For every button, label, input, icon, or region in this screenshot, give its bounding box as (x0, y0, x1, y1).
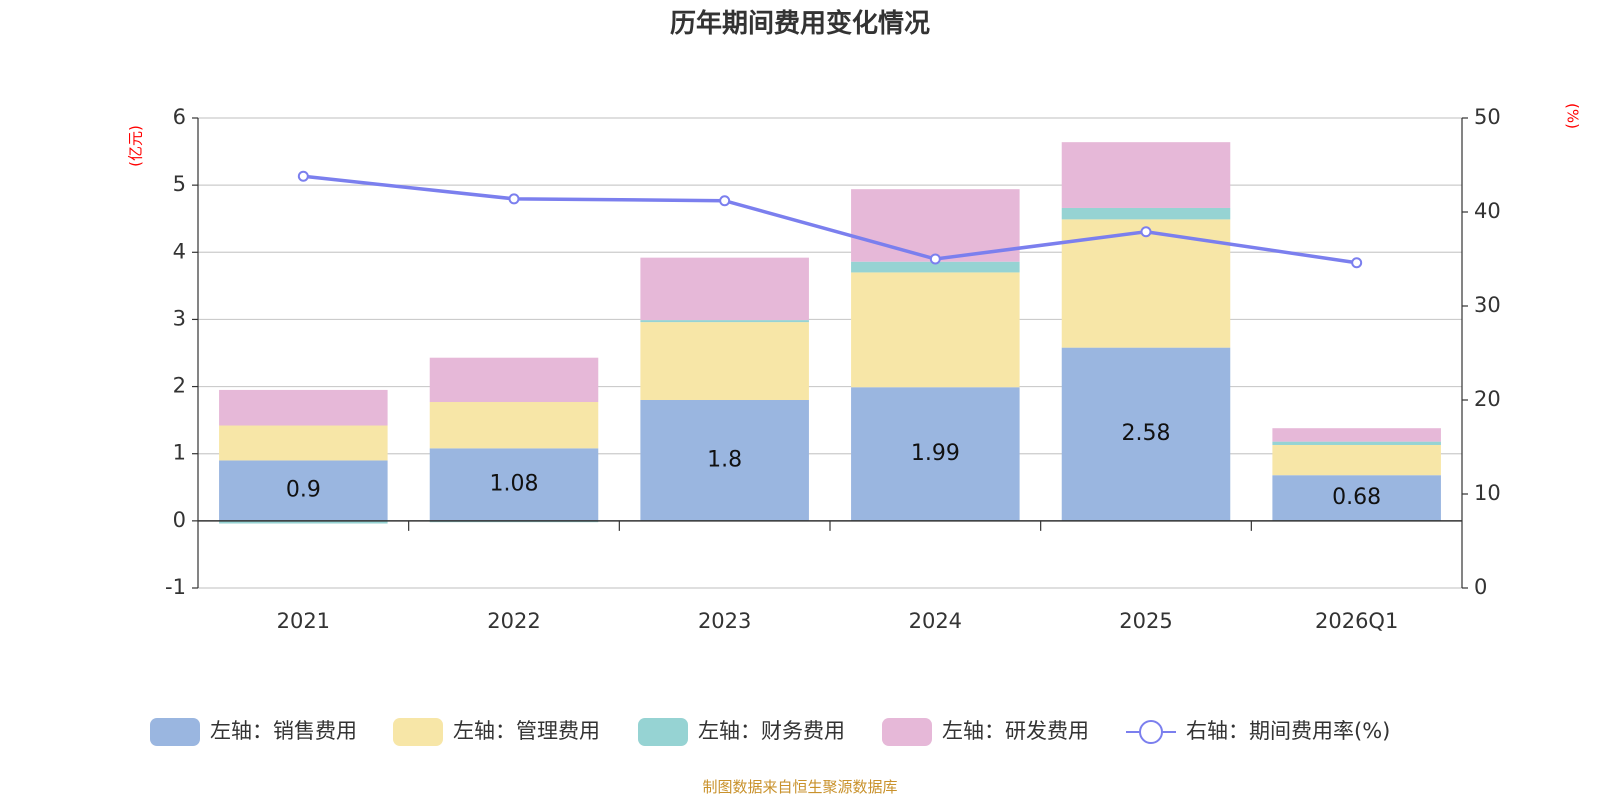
x-axis-category-label: 2023 (698, 609, 751, 633)
expense-rate-point (1140, 226, 1152, 238)
expense-rate-line (297, 170, 1363, 269)
chart-title: 历年期间费用变化情况 (670, 8, 930, 39)
data-label: 1.8 (707, 447, 742, 472)
legend-label: 左轴：研发费用 (942, 719, 1089, 743)
bar-左轴-财务费用-2024 (851, 261, 1020, 273)
source-note: 制图数据来自恒生聚源数据库 (702, 778, 897, 796)
left-axis-tick-label: 4 (173, 239, 186, 263)
bar-左轴-管理费用-2023 (640, 322, 809, 400)
bar-左轴-财务费用-2021 (219, 520, 388, 524)
bar-左轴-研发费用-2026Q1 (1272, 428, 1441, 442)
bar-左轴-研发费用-2021 (219, 389, 388, 426)
legend-swatch (882, 718, 932, 746)
legend-label: 左轴：财务费用 (698, 719, 845, 743)
left-axis-tick-label: 6 (173, 105, 186, 129)
bar-左轴-销售费用-2022 (429, 448, 599, 521)
right-axis-tick-label: 50 (1474, 105, 1501, 129)
left-axis-tick-label: 1 (173, 441, 186, 465)
legend-label: 右轴：期间费用率(%) (1186, 719, 1390, 743)
legend-swatch (638, 718, 688, 746)
right-axis-tick-label: 10 (1474, 481, 1501, 505)
right-axis-tick-label: 30 (1474, 293, 1501, 317)
bar-左轴-研发费用-2024 (851, 189, 1020, 262)
expense-rate-point (508, 193, 520, 205)
right-axis-tick-label: 20 (1474, 387, 1501, 411)
legend-swatch (150, 718, 200, 746)
x-axis-category-label: 2024 (909, 609, 962, 633)
bar-左轴-财务费用-2025 (1061, 207, 1231, 220)
bar-左轴-财务费用-2023 (640, 320, 809, 323)
expense-rate-point (719, 195, 731, 207)
bar-左轴-管理费用-2024 (851, 272, 1020, 388)
data-label: 1.99 (911, 441, 960, 466)
bar-左轴-财务费用-2026Q1 (1272, 441, 1441, 445)
bar-左轴-管理费用-2026Q1 (1272, 444, 1441, 476)
data-labels: 0.9 1.08 1.8 1.99 2.58 0.68 (286, 421, 1381, 510)
legend-marker (1139, 720, 1163, 744)
legend-label: 左轴：销售费用 (210, 719, 357, 743)
data-label: 0.9 (286, 478, 321, 503)
axes: -1 0 1 2 3 4 5 6 0 10 20 30 40 50 2021 2022 2023 2024 2025… (165, 105, 1501, 633)
legend-label: 左轴：管理费用 (453, 719, 600, 743)
data-label: 1.08 (490, 472, 539, 497)
left-axis-tick-label: 5 (173, 172, 186, 196)
bar-左轴-销售费用-2025 (1061, 347, 1231, 521)
legend: 左轴：销售费用 左轴：管理费用 左轴：财务费用 左轴：研发费用 右轴：期间费用率(%) (150, 718, 1390, 746)
left-axis-tick-label: -1 (165, 575, 186, 599)
bar-左轴-销售费用-2023 (640, 400, 809, 521)
expense-rate-point (297, 170, 309, 182)
bar-左轴-销售费用-2024 (851, 387, 1020, 521)
legend-swatch (393, 718, 443, 746)
expense-rate-polyline (303, 174, 1357, 265)
expense-rate-point (1351, 257, 1363, 269)
x-axis-category-label: 2022 (487, 609, 540, 633)
data-label: 0.68 (1332, 485, 1381, 510)
x-axis-category-label: 2025 (1119, 609, 1172, 633)
left-axis-tick-label: 3 (173, 306, 186, 330)
bar-左轴-研发费用-2023 (640, 257, 809, 321)
bars (219, 142, 1441, 524)
right-axis-tick-label: 40 (1474, 199, 1501, 223)
x-axis-category-label: 2026Q1 (1315, 609, 1398, 633)
gridlines (198, 117, 1462, 589)
bar-左轴-管理费用-2021 (219, 425, 388, 461)
x-axis-category-label: 2021 (277, 609, 330, 633)
right-axis-tick-label: 0 (1474, 575, 1487, 599)
left-axis-tick-label: 0 (173, 508, 186, 532)
bar-左轴-销售费用-2021 (219, 460, 388, 521)
bar-左轴-研发费用-2022 (429, 357, 599, 403)
data-label: 2.58 (1122, 421, 1171, 446)
bar-左轴-研发费用-2025 (1061, 142, 1231, 208)
left-axis-tick-label: 2 (173, 374, 186, 398)
bar-左轴-销售费用-2026Q1 (1272, 475, 1441, 521)
bar-左轴-管理费用-2022 (429, 402, 599, 449)
left-axis-unit: (亿元) (127, 125, 145, 167)
right-axis-unit: (%) (1564, 103, 1582, 129)
expense-rate-point (929, 253, 941, 265)
